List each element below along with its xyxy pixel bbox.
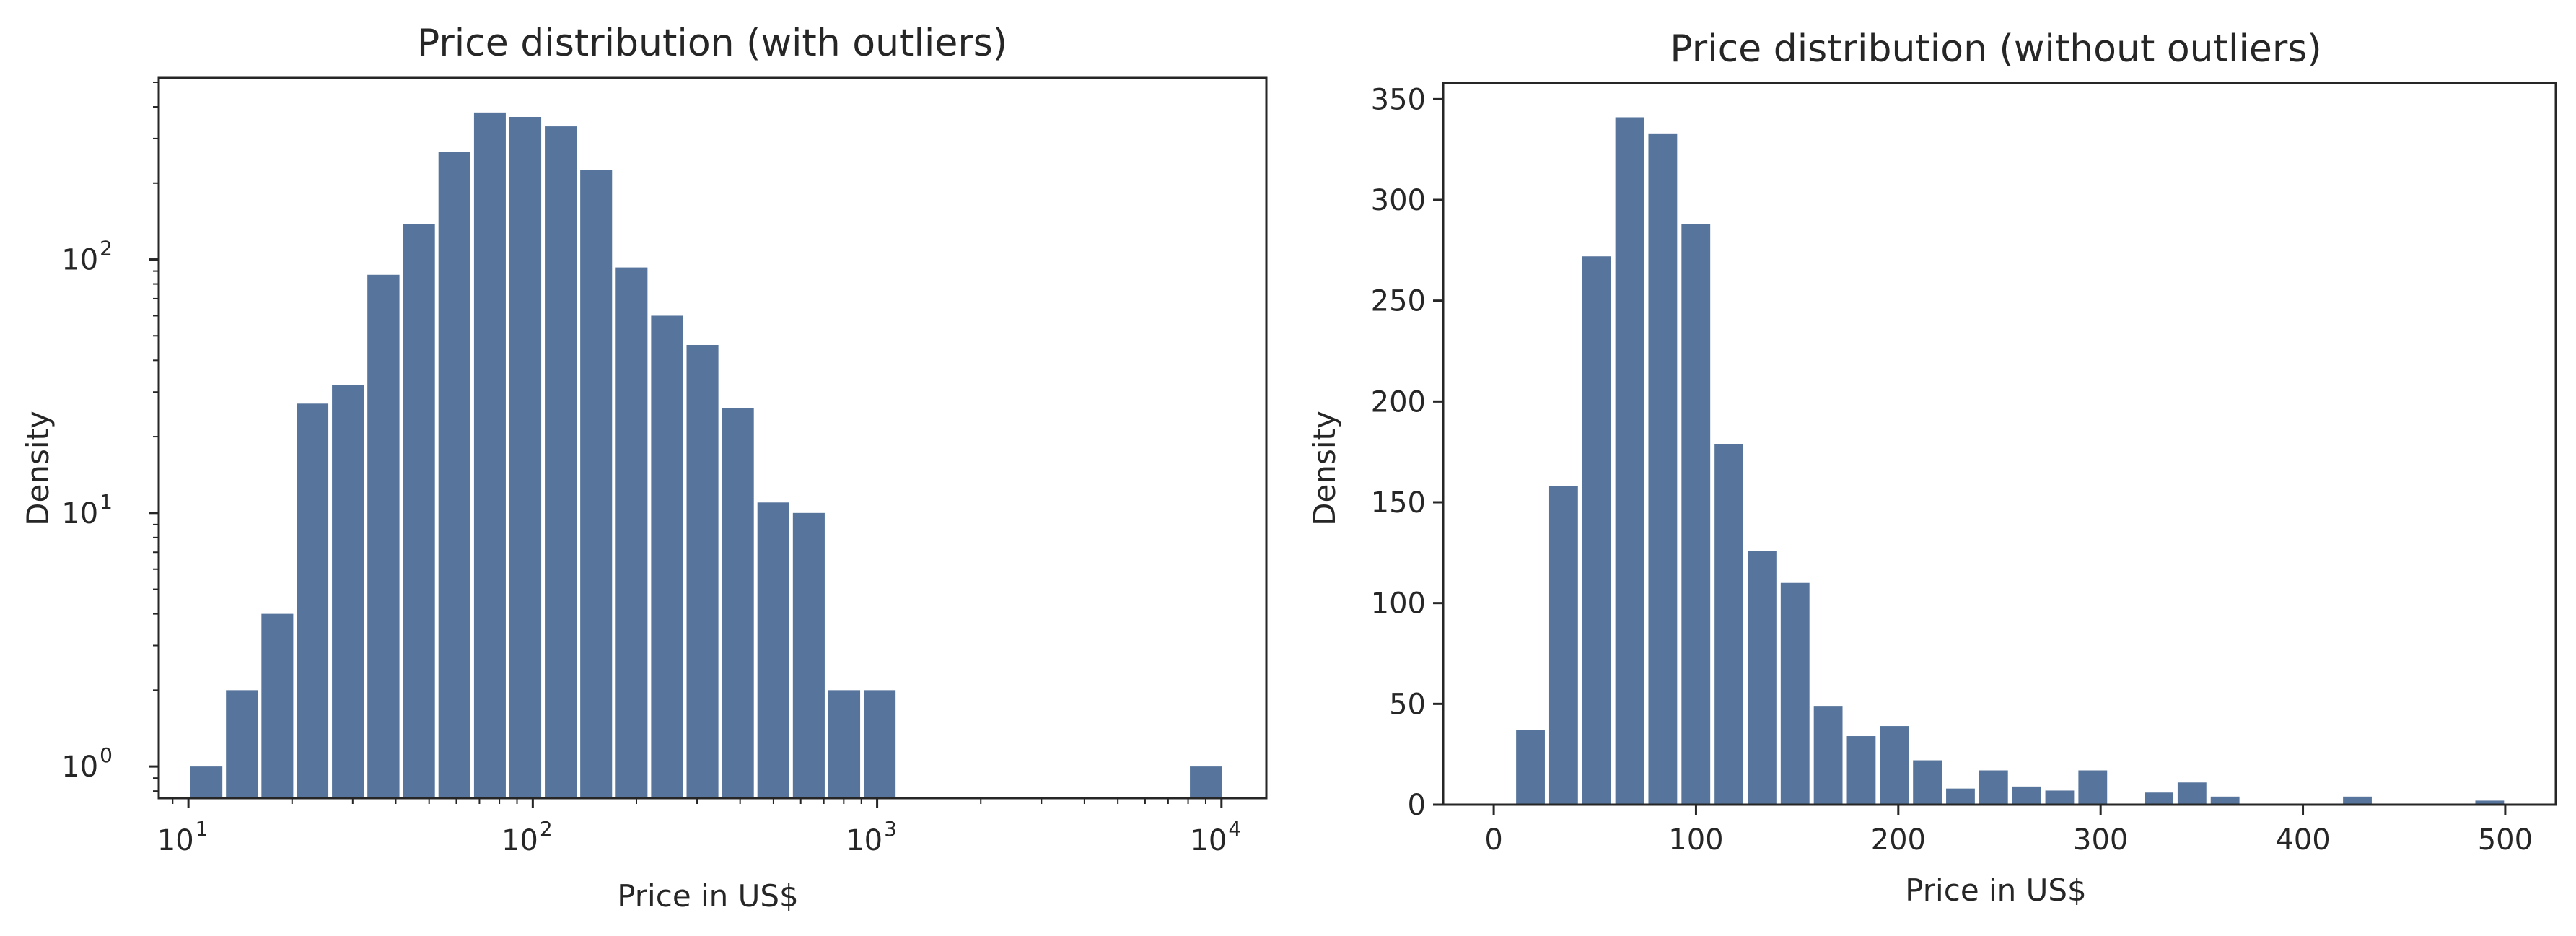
histogram-bar <box>1913 760 1942 805</box>
x-tick-label: 300 <box>2073 823 2128 857</box>
y-tick-label: 100 <box>61 743 113 784</box>
histogram-bar <box>686 344 719 798</box>
histogram-bar <box>509 116 542 798</box>
histogram-bar <box>1681 224 1711 805</box>
histogram-bar <box>1648 133 1678 805</box>
histogram-bar <box>828 690 861 798</box>
histogram-bar <box>438 152 470 799</box>
histogram-bar <box>2012 786 2041 805</box>
x-tick-exponent: 1 <box>196 817 209 841</box>
y-tick-label: 101 <box>61 490 113 530</box>
histogram-bar <box>1548 486 1578 805</box>
x-tick-label: 200 <box>1871 823 1926 857</box>
histogram-bar <box>545 126 577 799</box>
x-tick-label: 104 <box>1190 817 1241 857</box>
histogram-bar <box>473 112 506 798</box>
histogram-bar <box>2145 792 2173 805</box>
plot-frame <box>1442 82 2557 806</box>
x-tick-label: 103 <box>846 817 897 857</box>
histogram-bar <box>580 170 613 798</box>
x-tick-label: 0 <box>1484 823 1502 857</box>
y-tick-exponent: 0 <box>100 743 113 767</box>
histogram-bar-outlier <box>1190 766 1222 798</box>
histogram-bar <box>403 224 435 798</box>
histogram-bar <box>1748 551 1777 805</box>
chart-with-outliers: Price distribution (with outliers) 101 10… <box>20 22 1268 914</box>
x-tick-exponent: 4 <box>1228 817 1241 841</box>
y-tick-label: 102 <box>61 237 113 277</box>
y-tick-label: 250 <box>1371 285 1426 318</box>
y-tick-label: 350 <box>1371 83 1426 116</box>
x-tick-label: 400 <box>2275 823 2330 857</box>
histogram-bar <box>261 613 294 798</box>
y-tick-label: 50 <box>1389 688 1426 721</box>
chart-title: Price distribution (without outliers) <box>1670 27 2321 71</box>
histogram-bar <box>367 274 400 798</box>
histogram-bar <box>864 690 896 798</box>
histogram-bar <box>722 408 754 798</box>
histogram-bar <box>1946 788 1975 805</box>
x-tick-exponent: 2 <box>540 817 553 841</box>
x-tick-label: 500 <box>2478 823 2533 857</box>
histogram-bar <box>757 502 789 798</box>
histogram-bar <box>1615 117 1644 805</box>
histogram-bar <box>1880 726 1909 805</box>
x-tick-label: 100 <box>1668 823 1723 857</box>
y-tick-label: 200 <box>1371 385 1426 419</box>
histogram-bar <box>1714 444 1744 805</box>
histogram-bar <box>2210 796 2240 805</box>
histogram-bar <box>2045 790 2075 805</box>
bars-group <box>190 112 1222 799</box>
y-tick-label: 0 <box>1408 789 1426 822</box>
y-axis-label: Density <box>20 411 56 526</box>
histogram-bar <box>2343 796 2372 805</box>
plot-frame <box>157 76 1268 800</box>
y-tick-exponent: 1 <box>100 490 113 514</box>
histogram-bar <box>615 267 648 798</box>
bars-group <box>1516 117 2505 805</box>
x-tick-label: 102 <box>501 817 553 857</box>
y-tick-label: 100 <box>1371 587 1426 621</box>
x-tick-label: 101 <box>157 817 209 857</box>
histogram-bar <box>792 512 825 798</box>
y-tick-label: 150 <box>1371 486 1426 520</box>
histogram-bar <box>1979 770 2008 805</box>
x-tick-exponent: 3 <box>884 817 897 841</box>
histogram-bar <box>2078 770 2108 805</box>
y-tick-label: 300 <box>1371 184 1426 217</box>
histogram-bar <box>332 385 364 798</box>
histogram-bar <box>1780 582 1810 805</box>
histogram-bar <box>297 403 329 798</box>
y-axis-label: Density <box>1307 411 1342 526</box>
x-axis-label: Price in US$ <box>1905 872 2087 908</box>
ticks-group: 0 100 200 300 400 500 0 50 100 150 200 250 300 350 <box>1371 83 2533 857</box>
histogram-bar <box>2177 782 2207 805</box>
x-axis-label: Price in US$ <box>617 878 799 914</box>
histogram-bar <box>1582 256 1611 805</box>
histogram-bar <box>1846 736 1876 805</box>
histogram-bar <box>651 315 683 799</box>
y-tick-exponent: 2 <box>100 237 113 261</box>
histogram-bar <box>2475 800 2505 805</box>
chart-without-outliers: Price distribution (without outliers) 0 1… <box>1307 27 2557 908</box>
histogram-bar <box>1813 706 1843 805</box>
histogram-bar <box>190 766 223 798</box>
chart-title: Price distribution (with outliers) <box>417 22 1007 65</box>
histogram-bar <box>1516 730 1545 805</box>
histogram-bar <box>226 690 258 798</box>
